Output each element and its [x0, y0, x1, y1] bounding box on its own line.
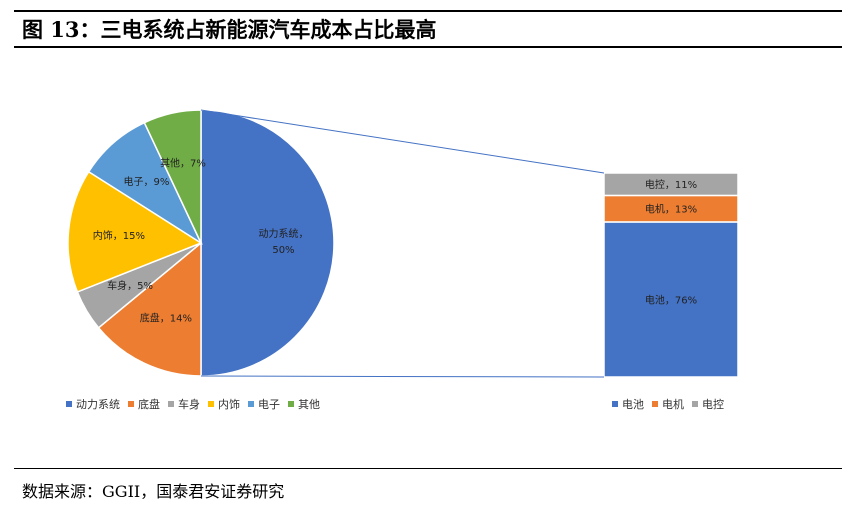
- pie-legend-label-2: 车身: [178, 398, 200, 411]
- pie-legend-label-0: 动力系统: [76, 398, 120, 411]
- pie-legend-item-4: 电子: [248, 396, 280, 412]
- bar-segment-2: [603, 172, 739, 197]
- pie-legend-item-5: 其他: [288, 396, 320, 412]
- pie-label-1: 底盘，14%: [140, 312, 192, 325]
- pie-legend-item-0: 动力系统: [66, 396, 120, 412]
- bar-legend-label-0: 电池: [622, 398, 644, 411]
- pie-legend-swatch-3: [208, 401, 214, 407]
- bar-legend-swatch-1: [652, 401, 658, 407]
- bottom-rule: [14, 468, 842, 469]
- pie-legend-item-2: 车身: [168, 396, 200, 412]
- bar-legend-label-1: 电机: [662, 398, 684, 411]
- connector-bottom: [200, 375, 605, 378]
- title-rule: [14, 46, 842, 48]
- pie-legend-swatch-1: [128, 401, 134, 407]
- connector-top: [200, 109, 605, 174]
- bar-legend-label-2: 电控: [702, 398, 724, 411]
- source-note: 数据来源：GGII，国泰君安证券研究: [22, 482, 285, 501]
- bar-label-1: 电机，13%: [645, 203, 697, 216]
- bar-segment-0: [603, 221, 739, 378]
- pie-value-0: 50%: [272, 245, 294, 256]
- pie-legend-label-3: 内饰: [218, 398, 240, 411]
- pie-slice-3: [67, 170, 203, 293]
- pie-label-4: 电子，9%: [124, 175, 170, 188]
- pie-legend-swatch-4: [248, 401, 254, 407]
- pie-legend-swatch-5: [288, 401, 294, 407]
- figure-title: 图 13：三电系统占新能源汽车成本占比最高: [22, 17, 437, 42]
- pie-slice-1: [97, 241, 202, 377]
- pie-legend-label-1: 底盘: [138, 398, 160, 411]
- pie-legend-swatch-2: [168, 401, 174, 407]
- pie-label-5: 其他，7%: [160, 157, 206, 170]
- bar-label-0: 电池，76%: [645, 293, 697, 306]
- bar-segment-1: [603, 194, 739, 223]
- pie-slice-0: [200, 109, 335, 377]
- pie-legend-item-3: 内饰: [208, 396, 240, 412]
- pie-label-3: 内饰，15%: [93, 229, 145, 242]
- top-rule: [14, 10, 842, 12]
- bar-legend-swatch-0: [612, 401, 618, 407]
- bar-label-2: 电控，11%: [645, 178, 697, 191]
- pie-legend-swatch-0: [66, 401, 72, 407]
- pie-slice-5: [143, 109, 202, 244]
- pie-legend: 动力系统 底盘 车身 内饰 电子 其他: [66, 396, 328, 412]
- bar-legend-item-1: 电机: [652, 396, 684, 412]
- bar-legend-item-0: 电池: [612, 396, 644, 412]
- pie-legend-item-1: 底盘: [128, 396, 160, 412]
- pie-label-2: 车身，5%: [107, 279, 153, 292]
- pie-legend-label-5: 其他: [298, 398, 320, 411]
- bar-legend-item-2: 电控: [692, 396, 724, 412]
- pie-label-0: 动力系统，: [258, 227, 308, 240]
- bar-legend: 电池 电机 电控: [612, 396, 732, 412]
- pie-legend-label-4: 电子: [258, 398, 280, 411]
- bar-legend-swatch-2: [692, 401, 698, 407]
